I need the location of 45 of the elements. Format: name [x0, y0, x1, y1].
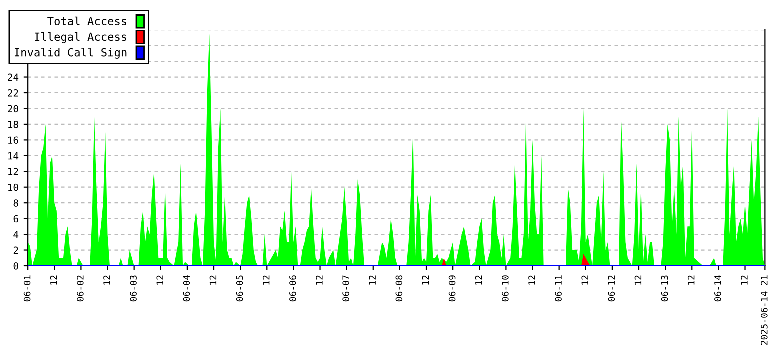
x-tick-label: 06-14	[714, 275, 722, 302]
x-tick-label: 12	[528, 276, 536, 285]
y-tick-label: 10	[8, 184, 18, 192]
x-tick-label: 06-04	[183, 275, 190, 302]
x-tick-label: 06-03	[130, 276, 137, 302]
x-tick-label: 06-11	[555, 276, 562, 302]
x-tick-label: 12	[210, 276, 217, 285]
x-tick-label: 06-06	[290, 276, 296, 302]
x-tick-label: 06-09	[448, 276, 456, 302]
y-tick-label: 14	[8, 152, 19, 160]
x-tick-label: 12	[475, 276, 482, 285]
y-tick-label: 20	[8, 105, 18, 113]
x-tick-label: 12	[262, 276, 270, 285]
y-tick-label: 18	[8, 120, 18, 128]
x-tick-label: 06-13	[661, 276, 668, 302]
x-tick-label: 12	[688, 276, 695, 285]
y-tick-label: 22	[8, 90, 18, 97]
y-tick-label: 24	[8, 74, 19, 81]
x-tick-label: 12	[50, 276, 58, 285]
x-tick-label: 06-02	[77, 276, 84, 302]
x-tick-label: 12	[316, 276, 323, 285]
x-tick-label: 12	[634, 276, 642, 285]
x-tick-label: 06-07	[342, 276, 350, 302]
x-tick-label: 12	[104, 276, 110, 285]
y-tick-label: 0	[14, 262, 18, 270]
x-tick-label: 06-01	[24, 276, 31, 302]
x-tick-label: 12	[422, 276, 430, 285]
x-tick-label: 12	[741, 276, 748, 285]
x-tick-label: 06-05	[236, 276, 244, 302]
x-tick-label: 12	[156, 276, 164, 285]
y-tick-label: 6	[14, 215, 18, 223]
legend-label: Illegal Access	[35, 32, 127, 44]
x-tick-label: 06-12	[608, 276, 616, 302]
y-tick-label: 12	[8, 168, 18, 176]
y-tick-label: 16	[8, 136, 18, 144]
x-tick-label: 12	[369, 276, 376, 285]
y-tick-label: 4	[14, 231, 19, 238]
y-tick-label: 2	[14, 246, 18, 254]
x-tick-label: 06-08	[396, 276, 403, 302]
x-tick-label: 12	[582, 276, 588, 285]
x-tick-label: 2025-06-14 21	[760, 276, 768, 346]
legend-label: Total Access	[48, 16, 127, 26]
y-tick-label: 8	[14, 200, 18, 207]
x-tick-label: 06-10	[502, 276, 509, 302]
legend-label: Invalid Call Sign	[14, 48, 127, 59]
